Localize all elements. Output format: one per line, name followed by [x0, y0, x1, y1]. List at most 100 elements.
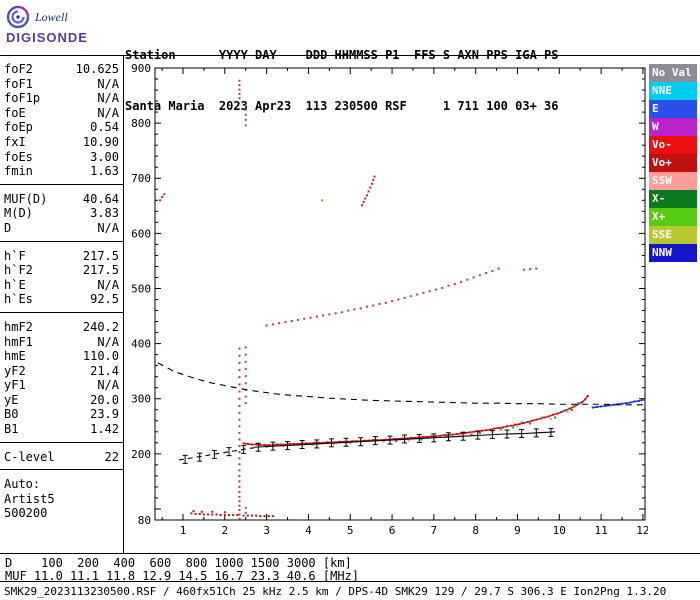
footer-divider-bottom	[0, 581, 700, 582]
left-edge-points	[159, 193, 166, 202]
legend-item-nne: NNE	[649, 82, 697, 100]
param-label: 500200	[4, 506, 48, 521]
y-tick-label: 400	[131, 338, 151, 351]
param-label: B1	[4, 422, 19, 437]
param-row: M(D) 3.83	[0, 206, 123, 221]
param-label: foE	[4, 105, 26, 120]
param-row: C-level 22	[0, 450, 123, 465]
x-tick-label: 11	[594, 524, 607, 537]
param-row: Auto:	[0, 477, 123, 492]
legend-item-e: E	[649, 100, 697, 118]
param-label: hmE	[4, 349, 26, 364]
transmission-curve-dashed	[157, 362, 643, 406]
station-header-values: Santa Maria 2023 Apr23 113 230500 RSF 1 …	[125, 99, 559, 113]
interference-column-2p35	[238, 79, 241, 520]
x-tick-label: 1	[180, 524, 187, 537]
param-row: fxI 10.90	[0, 135, 123, 150]
param-row: h`E N/A	[0, 278, 123, 293]
param-value: 3.83	[90, 206, 119, 221]
param-row: MUF(D) 40.64	[0, 192, 123, 207]
ionogram-parameter-panel: foF2 10.625 foF1 N/A foF1p N/A foE N/A foEp 0.54 f…	[0, 56, 123, 553]
param-value: 217.5	[82, 263, 119, 278]
f2-o-trace	[242, 394, 589, 447]
param-value: N/A	[97, 91, 119, 106]
y-tick-label: 800	[131, 117, 151, 130]
y-tick-label: 600	[131, 227, 151, 240]
header-divider	[0, 55, 700, 56]
model-lower-dashed	[178, 447, 255, 461]
param-value: 23.9	[90, 407, 119, 422]
param-value: N/A	[97, 220, 119, 235]
muf-row: MUF 11.0 11.1 11.8 12.9 14.5 16.7 23.3 4…	[5, 569, 360, 583]
param-row: foEs 3.00	[0, 150, 123, 165]
param-label: MUF(D)	[4, 191, 48, 206]
param-row: foF2 10.625	[0, 62, 123, 77]
x-tick-label: 7	[431, 524, 438, 537]
spread-cluster	[360, 175, 376, 207]
param-label: fxI	[4, 134, 26, 149]
param-group: foF2 10.625 foF1 N/A foF1p N/A foE N/A foEp 0.54 f…	[0, 60, 123, 185]
param-row: yF1 N/A	[0, 378, 123, 393]
x-tick-label: 4	[305, 524, 312, 537]
legend-item-sse: SSE	[649, 226, 697, 244]
param-row: 500200	[0, 506, 123, 521]
param-label: fmin	[4, 164, 33, 179]
x-tick-label: 8	[472, 524, 479, 537]
param-row: hmF1 N/A	[0, 335, 123, 350]
param-value: 92.5	[90, 292, 119, 307]
param-row: yE 20.0	[0, 393, 123, 408]
param-row: Artist5	[0, 492, 123, 507]
param-row: foF1 N/A	[0, 77, 123, 92]
x-tick-label: 3	[263, 524, 270, 537]
es-trace	[190, 510, 274, 518]
legend-item-vo-: Vo-	[649, 136, 697, 154]
param-label: Auto:	[4, 477, 41, 492]
speckle-cyan	[499, 402, 580, 431]
param-value: N/A	[97, 76, 119, 91]
x-tick-label: 12	[636, 524, 648, 537]
legend-item-vo-: Vo+	[649, 154, 697, 172]
legend-item-ssw: SSW	[649, 172, 697, 190]
file-info-row: SMK29_2023113230500.RSF / 460fx51Ch 25 k…	[4, 585, 667, 598]
digisonde-logo: Lowell DIGISONDE	[6, 5, 121, 45]
param-label: yF1	[4, 378, 26, 393]
y-tick-label: 80	[138, 514, 151, 527]
param-value: 110.0	[82, 349, 119, 364]
legend-item-no-val: No Val	[649, 64, 697, 82]
param-row: B0 23.9	[0, 407, 123, 422]
x-tick-label: 10	[553, 524, 566, 537]
param-row: foEp 0.54	[0, 120, 123, 135]
param-value: 10.625	[75, 62, 119, 76]
stray-point	[321, 199, 324, 202]
param-label: h`F2	[4, 263, 33, 278]
param-label: foF2	[4, 62, 33, 76]
param-group: C-level 22	[0, 448, 123, 471]
param-value: 217.5	[82, 248, 119, 263]
param-group: h`F 217.5 h`F2 217.5 h`E N/A h`Es 92.5	[0, 247, 123, 313]
param-row: hmF2 240.2	[0, 320, 123, 335]
param-value: 1.63	[90, 164, 119, 179]
param-value: N/A	[97, 105, 119, 120]
param-row: h`Es 92.5	[0, 292, 123, 307]
param-row: foE N/A	[0, 106, 123, 121]
param-label: C-level	[4, 449, 55, 464]
param-value: 10.90	[82, 134, 119, 149]
legend-item-nnw: NNW	[649, 244, 697, 262]
param-row: foF1p N/A	[0, 91, 123, 106]
y-tick-label: 900	[131, 62, 151, 75]
param-label: D	[4, 220, 12, 235]
param-label: h`F	[4, 248, 26, 263]
footer-divider-top	[0, 553, 700, 554]
panel-divider	[123, 55, 124, 553]
y-tick-label: 500	[131, 282, 151, 295]
fitted-trace-line	[254, 431, 556, 448]
param-label: foEp	[4, 120, 33, 135]
param-row: yF2 21.4	[0, 364, 123, 379]
param-group: hmF2 240.2 hmF1 N/A hmE 110.0 yF2 21.4 yF1 N/A yE 2…	[0, 318, 123, 443]
distance-row: D 100 200 400 600 800 1000 1500 3000 [km…	[5, 556, 352, 570]
param-label: foF1p	[4, 91, 41, 106]
param-value: 40.64	[82, 191, 119, 206]
x-tick-label: 6	[389, 524, 396, 537]
param-value: 240.2	[82, 319, 119, 334]
param-row: hmE 110.0	[0, 349, 123, 364]
